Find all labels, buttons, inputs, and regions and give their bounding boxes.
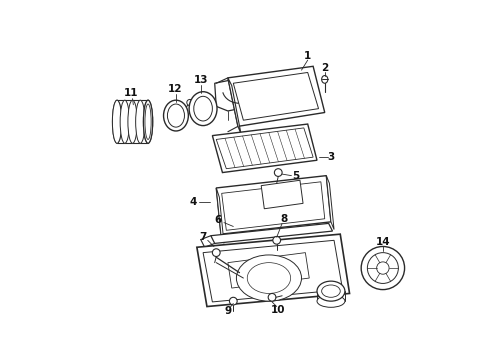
Polygon shape bbox=[212, 124, 317, 172]
Ellipse shape bbox=[273, 237, 281, 244]
Polygon shape bbox=[228, 253, 309, 288]
Ellipse shape bbox=[377, 262, 389, 274]
Ellipse shape bbox=[274, 169, 282, 176]
Text: 4: 4 bbox=[189, 197, 196, 207]
Polygon shape bbox=[197, 234, 349, 306]
Text: 12: 12 bbox=[168, 84, 182, 94]
Ellipse shape bbox=[229, 297, 237, 305]
Ellipse shape bbox=[194, 96, 212, 121]
Ellipse shape bbox=[321, 76, 328, 83]
Ellipse shape bbox=[361, 247, 405, 289]
Ellipse shape bbox=[268, 293, 276, 301]
Polygon shape bbox=[221, 182, 325, 230]
Text: 14: 14 bbox=[375, 237, 390, 247]
Ellipse shape bbox=[136, 100, 145, 143]
Ellipse shape bbox=[120, 100, 129, 143]
Ellipse shape bbox=[247, 263, 291, 293]
Polygon shape bbox=[228, 66, 325, 126]
Ellipse shape bbox=[144, 100, 153, 143]
Ellipse shape bbox=[368, 253, 398, 283]
Text: 11: 11 bbox=[124, 88, 138, 98]
Polygon shape bbox=[203, 240, 343, 302]
Text: 7: 7 bbox=[199, 232, 207, 242]
Ellipse shape bbox=[145, 104, 151, 139]
Polygon shape bbox=[216, 128, 313, 169]
Ellipse shape bbox=[112, 100, 122, 143]
Polygon shape bbox=[211, 223, 333, 243]
Text: 3: 3 bbox=[327, 152, 335, 162]
Ellipse shape bbox=[144, 100, 153, 143]
Polygon shape bbox=[216, 176, 331, 234]
Ellipse shape bbox=[189, 92, 217, 126]
Polygon shape bbox=[216, 188, 224, 243]
Text: 10: 10 bbox=[271, 305, 286, 315]
Text: 2: 2 bbox=[321, 63, 328, 73]
Polygon shape bbox=[215, 76, 267, 111]
Ellipse shape bbox=[128, 100, 137, 143]
Ellipse shape bbox=[317, 281, 345, 301]
Polygon shape bbox=[261, 180, 303, 209]
Ellipse shape bbox=[317, 295, 345, 307]
Text: 1: 1 bbox=[304, 50, 311, 60]
Text: 8: 8 bbox=[281, 214, 288, 224]
Ellipse shape bbox=[187, 99, 193, 105]
Text: 9: 9 bbox=[224, 306, 231, 316]
Ellipse shape bbox=[164, 100, 188, 131]
Ellipse shape bbox=[212, 249, 220, 256]
Text: 6: 6 bbox=[214, 215, 221, 225]
Text: 13: 13 bbox=[194, 75, 208, 85]
Polygon shape bbox=[233, 72, 318, 120]
Text: 5: 5 bbox=[293, 171, 300, 181]
Ellipse shape bbox=[236, 255, 301, 301]
Polygon shape bbox=[228, 78, 241, 134]
Ellipse shape bbox=[168, 104, 184, 127]
Polygon shape bbox=[326, 176, 334, 230]
Ellipse shape bbox=[112, 100, 122, 143]
Ellipse shape bbox=[321, 285, 340, 297]
